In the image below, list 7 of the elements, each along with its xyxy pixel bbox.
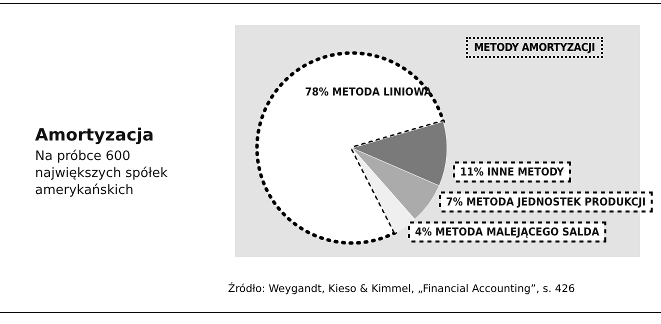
text: Źródło: Weygandt, Kieso & Kimmel, „Financial Accounting”, s. 426: [228, 283, 575, 295]
slice-label: 4% METODA MALEJĄCEGO SALDA: [415, 226, 600, 238]
slice-label: 7% METODA JEDNOSTEK PRODUKCJI: [446, 196, 646, 208]
slice-label: 11% INNE METODY: [460, 166, 565, 178]
text: Na próbce 600 największych spółek amerykańskich: [35, 149, 172, 198]
text: Amortyzacja: [35, 126, 154, 146]
legend-title: METODY AMORTYZACJI: [466, 37, 603, 58]
